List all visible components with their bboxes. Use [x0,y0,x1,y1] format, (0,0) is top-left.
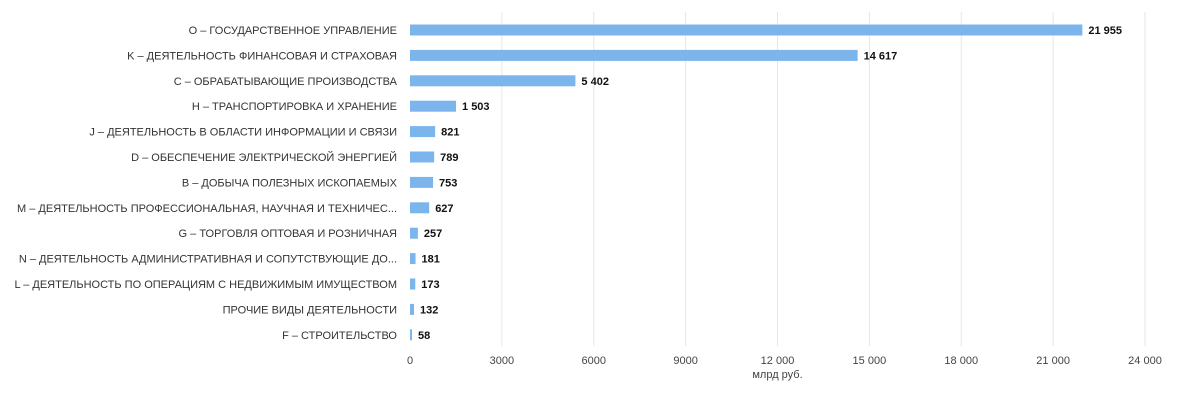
category-label: M – ДЕЯТЕЛЬНОСТЬ ПРОФЕССИОНАЛЬНАЯ, НАУЧН… [17,203,397,215]
bar [410,303,415,315]
category-labels: O – ГОСУДАРСТВЕННОЕ УПРАВЛЕНИЕ K – ДЕЯТЕЛ… [14,25,397,342]
grid-lines [501,12,1146,346]
category-label: G – ТОРГОВЛЯ ОПТОВАЯ И РОЗНИЧНАЯ [179,228,398,240]
value-label: 58 [418,330,430,342]
bars [410,24,1083,341]
value-label: 14 617 [864,50,898,62]
bar [410,49,858,61]
bar [410,151,435,163]
x-tick-label: 12 000 [761,355,795,367]
x-tick-label: 9000 [673,355,697,367]
bar [410,278,416,290]
category-label: C – ОБРАБАТЫВАЮЩИЕ ПРОИЗВОДСТВА [174,76,398,88]
category-label: N – ДЕЯТЕЛЬНОСТЬ АДМИНИСТРАТИВНАЯ И СОПУ… [19,254,397,266]
x-axis-tick-labels: 0 3000 6000 9000 12 000 15 000 18 000 21 000 24 … [407,355,1162,367]
x-tick-label: 24 000 [1128,355,1162,367]
value-label: 753 [439,177,457,189]
bar [410,253,416,265]
category-label: K – ДЕЯТЕЛЬНОСТЬ ФИНАНСОВАЯ И СТРАХОВАЯ [127,50,397,62]
x-tick-label: 0 [407,355,413,367]
bar [410,24,1083,36]
bar [410,75,576,87]
value-label: 821 [441,127,459,139]
x-tick-label: 21 000 [1036,355,1070,367]
bar [410,126,436,138]
value-label: 181 [422,254,440,266]
bar [410,100,457,112]
bar [410,176,434,188]
x-tick-label: 18 000 [944,355,978,367]
category-label: O – ГОСУДАРСТВЕННОЕ УПРАВЛЕНИЕ [189,25,397,37]
bar [410,202,430,214]
value-label: 257 [424,228,442,240]
bar [410,227,418,239]
x-axis-title: млрд руб. [752,369,802,381]
value-label: 21 955 [1088,25,1122,37]
category-label: L – ДЕЯТЕЛЬНОСТЬ ПО ОПЕРАЦИЯМ С НЕДВИЖИМ… [14,279,397,291]
value-label: 173 [421,279,439,291]
x-tick-label: 3000 [490,355,514,367]
category-label: H – ТРАНСПОРТИРОВКА И ХРАНЕНИЕ [192,101,397,113]
category-label: ПРОЧИЕ ВИДЫ ДЕЯТЕЛЬНОСТИ [223,304,397,316]
x-tick-label: 6000 [582,355,606,367]
value-label: 627 [435,203,453,215]
value-label: 5 402 [581,76,609,88]
category-label: B – ДОБЫЧА ПОЛЕЗНЫХ ИСКОПАЕМЫХ [182,177,398,189]
value-labels: 21 955 14 617 5 402 1 503 821 789 753 627 257 181… [418,25,1122,342]
bar [410,329,412,341]
category-label: F – СТРОИТЕЛЬСТВО [282,330,397,342]
category-label: D – ОБЕСПЕЧЕНИЕ ЭЛЕКТРИЧЕСКОЙ ЭНЕРГИЕЙ [131,151,397,164]
value-label: 132 [420,304,438,316]
value-label: 789 [440,152,458,164]
x-tick-label: 15 000 [853,355,887,367]
value-label: 1 503 [462,101,490,113]
category-label: J – ДЕЯТЕЛЬНОСТЬ В ОБЛАСТИ ИНФОРМАЦИИ И … [89,127,397,139]
